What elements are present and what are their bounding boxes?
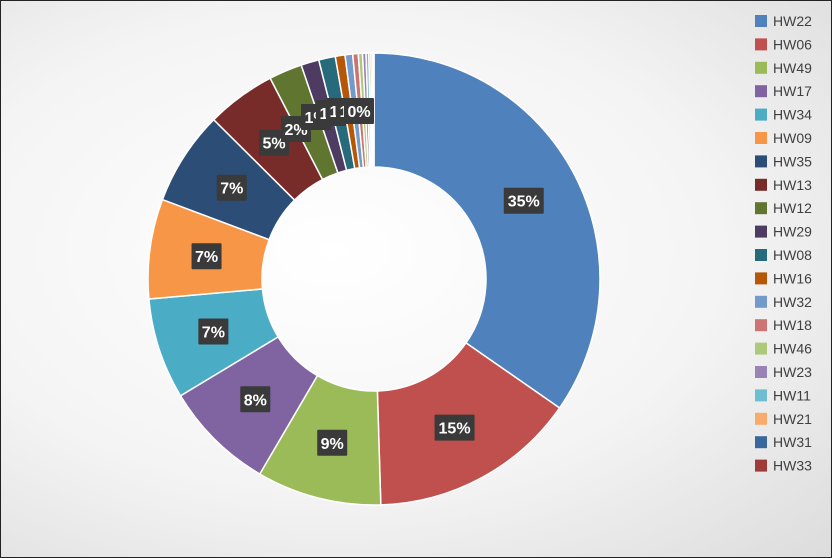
legend-item-hw21: HW21 bbox=[755, 411, 812, 427]
legend-label: HW34 bbox=[773, 107, 812, 123]
legend-label: HW22 bbox=[773, 13, 812, 29]
data-label-hw49: 9% bbox=[317, 429, 348, 456]
legend-label: HW33 bbox=[773, 458, 812, 474]
legend-label: HW11 bbox=[773, 387, 811, 403]
data-label-hw34: 7% bbox=[198, 318, 229, 345]
legend-label: HW09 bbox=[773, 130, 812, 146]
data-labels: 35%15%9%8%7%7%7%5%2%1%1%1%1%0% bbox=[191, 98, 544, 456]
legend-item-hw29: HW29 bbox=[755, 224, 812, 240]
data-label-hw06: 15% bbox=[434, 414, 475, 441]
legend-item-hw06: HW06 bbox=[755, 36, 812, 52]
legend-item-hw13: HW13 bbox=[755, 177, 812, 193]
legend-item-hw12: HW12 bbox=[755, 200, 812, 216]
svg-text:7%: 7% bbox=[195, 249, 218, 266]
legend-item-hw22: HW22 bbox=[755, 13, 812, 29]
svg-text:7%: 7% bbox=[220, 181, 243, 198]
legend-swatch bbox=[755, 61, 767, 74]
legend-swatch bbox=[755, 295, 767, 308]
legend-label: HW08 bbox=[773, 247, 812, 263]
legend-swatch bbox=[755, 249, 767, 261]
legend-item-hw35: HW35 bbox=[755, 153, 812, 169]
legend: HW22 HW06 HW49 HW17 HW34 HW09 HW35 HW13 HW12 HW29… bbox=[755, 13, 812, 474]
legend-item-hw46: HW46 bbox=[755, 341, 812, 357]
legend-item-hw09: HW09 bbox=[755, 130, 812, 146]
legend-item-hw11: HW11 bbox=[755, 387, 811, 403]
legend-item-hw08: HW08 bbox=[755, 247, 812, 263]
data-label-hw35: 7% bbox=[216, 174, 247, 201]
legend-swatch bbox=[755, 436, 767, 449]
data-label-hw09: 7% bbox=[191, 243, 222, 270]
svg-text:15%: 15% bbox=[439, 421, 471, 438]
legend-label: HW35 bbox=[773, 153, 812, 169]
legend-swatch bbox=[755, 132, 767, 144]
legend-swatch bbox=[755, 389, 767, 402]
legend-item-hw31: HW31 bbox=[755, 434, 812, 450]
svg-text:0%: 0% bbox=[347, 104, 370, 121]
legend-swatch bbox=[755, 342, 767, 355]
legend-swatch bbox=[755, 85, 767, 98]
svg-text:5%: 5% bbox=[262, 136, 285, 153]
legend-label: HW06 bbox=[773, 36, 812, 52]
legend-swatch bbox=[755, 366, 767, 378]
svg-text:35%: 35% bbox=[508, 194, 540, 211]
legend-label: HW17 bbox=[773, 83, 812, 99]
legend-label: HW31 bbox=[773, 434, 812, 450]
data-label-hw17: 8% bbox=[240, 386, 271, 413]
legend-swatch bbox=[755, 38, 767, 51]
legend-label: HW23 bbox=[773, 364, 812, 380]
legend-item-hw34: HW34 bbox=[755, 107, 812, 123]
legend-label: HW46 bbox=[773, 341, 812, 357]
legend-label: HW49 bbox=[773, 60, 812, 76]
legend-item-hw32: HW32 bbox=[755, 294, 812, 310]
legend-item-hw33: HW33 bbox=[755, 458, 812, 474]
legend-swatch bbox=[755, 225, 767, 238]
legend-swatch bbox=[755, 178, 767, 191]
data-label-hw18: 0% bbox=[344, 98, 374, 124]
legend-swatch bbox=[755, 15, 767, 27]
svg-text:7%: 7% bbox=[202, 325, 225, 342]
legend-item-hw49: HW49 bbox=[755, 60, 812, 76]
slice-hw22 bbox=[373, 52, 601, 409]
legend-swatch bbox=[755, 459, 767, 472]
legend-swatch bbox=[755, 155, 767, 168]
legend-item-hw18: HW18 bbox=[755, 317, 812, 333]
legend-label: HW32 bbox=[773, 294, 812, 310]
legend-swatch bbox=[755, 202, 767, 215]
svg-text:8%: 8% bbox=[244, 392, 267, 409]
legend-label: HW18 bbox=[773, 317, 812, 333]
data-label-hw22: 35% bbox=[503, 187, 544, 214]
legend-label: HW29 bbox=[773, 224, 812, 240]
legend-label: HW16 bbox=[773, 270, 812, 286]
legend-label: HW12 bbox=[773, 200, 812, 216]
svg-text:9%: 9% bbox=[321, 436, 344, 453]
legend-item-hw17: HW17 bbox=[755, 83, 812, 99]
legend-swatch bbox=[755, 412, 767, 425]
legend-label: HW13 bbox=[773, 177, 812, 193]
legend-item-hw23: HW23 bbox=[755, 364, 812, 380]
legend-swatch bbox=[755, 272, 767, 285]
legend-label: HW21 bbox=[773, 411, 812, 427]
legend-swatch bbox=[755, 108, 767, 121]
legend-item-hw16: HW16 bbox=[755, 270, 812, 286]
legend-swatch bbox=[755, 319, 767, 332]
